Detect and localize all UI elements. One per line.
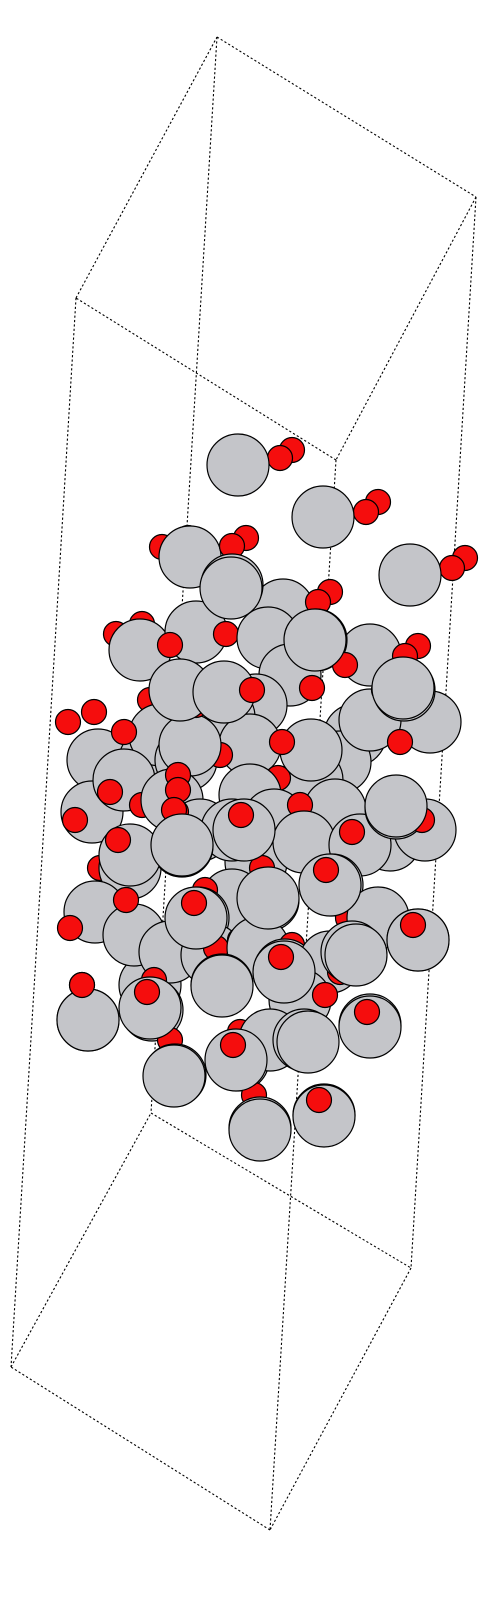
oxygen-atom-106 — [112, 886, 140, 914]
oxygen-atom-4 — [352, 498, 380, 526]
oxygen-atom-86 — [338, 818, 366, 846]
metal-atom-164 — [276, 1010, 340, 1074]
oxygen-atom-56 — [386, 728, 414, 756]
oxygen-atom-45 — [212, 620, 240, 648]
cell-edge-GH — [10, 1366, 271, 1531]
oxygen-atom-163 — [133, 978, 161, 1006]
metal-atom-142 — [371, 656, 435, 720]
oxygen-atom-168 — [219, 1031, 247, 1059]
cell-edge-HE — [10, 1112, 152, 1368]
metal-atom-155 — [236, 866, 300, 930]
metal-atom-150 — [150, 813, 214, 877]
metal-atom-156 — [324, 923, 388, 987]
cell-edge-BC — [335, 196, 477, 461]
cell-edge-AB — [216, 36, 477, 198]
metal-atom-159 — [190, 954, 254, 1018]
metal-atom-153 — [164, 886, 228, 950]
metal-atom-169 — [56, 988, 120, 1052]
cell-edge-CG — [269, 459, 337, 1531]
cell-edge-DA — [75, 36, 218, 299]
oxygen-atom-37 — [56, 914, 84, 942]
oxygen-atom-75 — [96, 778, 124, 806]
oxygen-atom-166 — [353, 998, 381, 1026]
metal-atom-138 — [199, 556, 263, 620]
atom-cluster — [54, 433, 479, 1162]
oxygen-atom-93 — [104, 826, 132, 854]
metal-atom-5 — [291, 485, 355, 549]
oxygen-atom-170 — [68, 971, 96, 999]
oxygen-atom-1 — [266, 444, 294, 472]
cell-edge-EF — [150, 1112, 412, 1269]
oxygen-atom-161 — [267, 943, 295, 971]
metal-atom-139 — [283, 608, 347, 672]
metal-atom-149 — [364, 774, 428, 838]
metal-atom-8 — [378, 543, 442, 607]
oxygen-atom-24 — [54, 708, 82, 736]
cell-edge-CD — [75, 297, 337, 461]
oxygen-atom-141 — [238, 676, 266, 704]
metal-atom-2 — [206, 433, 270, 497]
oxygen-atom-7 — [438, 554, 466, 582]
oxygen-atom-152 — [312, 856, 340, 884]
cell-edge-DH — [10, 297, 77, 1368]
oxygen-atom-144 — [268, 728, 296, 756]
oxygen-atom-23 — [80, 698, 108, 726]
metal-atom-172 — [228, 1098, 292, 1162]
oxygen-atom-30 — [61, 806, 89, 834]
cell-edge-BF — [410, 196, 477, 1269]
oxygen-atom-44 — [156, 631, 184, 659]
oxygen-atom-154 — [180, 889, 208, 917]
metal-atom-171 — [142, 1044, 206, 1108]
oxygen-atom-67 — [110, 718, 138, 746]
cell-edge-FG — [269, 1267, 412, 1531]
oxygen-atom-121 — [311, 981, 339, 1009]
oxygen-atom-51 — [298, 674, 326, 702]
oxygen-atom-174 — [305, 1086, 333, 1114]
oxygen-atom-148 — [227, 801, 255, 829]
oxygen-atom-158 — [399, 911, 427, 939]
